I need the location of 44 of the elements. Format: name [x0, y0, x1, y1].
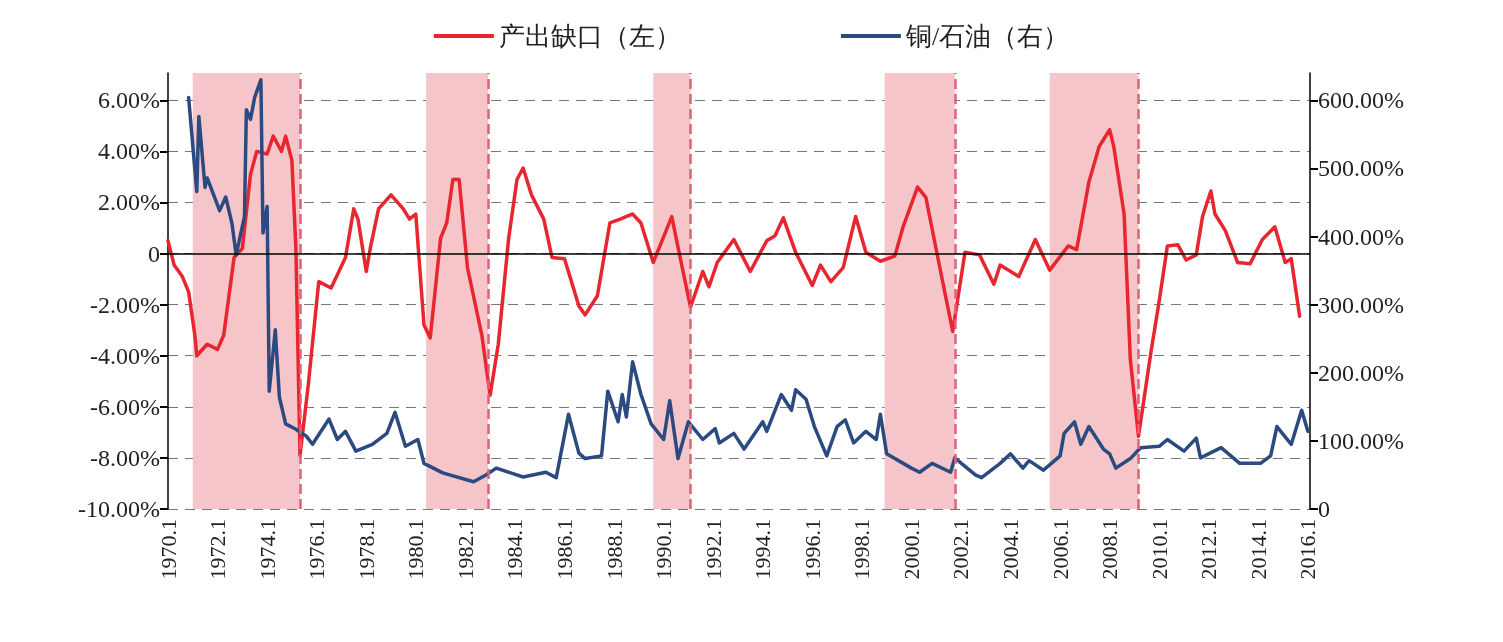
x-tick-label: 2006.1 — [1047, 519, 1073, 580]
x-tick-label: 2012.1 — [1196, 519, 1222, 580]
x-tick-label: 2010.1 — [1146, 519, 1172, 580]
y2-tick-label: 300.00% — [1318, 291, 1404, 318]
x-tick-label: 2016.1 — [1295, 519, 1321, 580]
y-tick-label: 4.00% — [98, 138, 160, 165]
x-tick-label: 1990.1 — [651, 519, 677, 580]
x-tick-label: 1984.1 — [502, 519, 528, 580]
y-tick-label: -10.00% — [78, 496, 161, 522]
x-tick-label: 2002.1 — [948, 519, 974, 580]
x-tick-label: 2014.1 — [1245, 519, 1271, 580]
y2-tick-label: 400.00% — [1318, 223, 1404, 250]
x-tick-label: 1988.1 — [601, 519, 627, 580]
line-series — [186, 78, 1310, 484]
y-tick-label: -4.00% — [90, 342, 161, 369]
y2-tick-label: 500.00% — [1318, 155, 1404, 182]
x-tick-label: 1996.1 — [799, 519, 825, 580]
y2-tick-label: 100.00% — [1318, 427, 1404, 454]
y2-tick-label: 200.00% — [1318, 359, 1404, 386]
y-tick-label: -8.00% — [90, 444, 161, 471]
x-tick-label: 1982.1 — [452, 519, 478, 580]
x-tick-label: 1992.1 — [700, 519, 726, 580]
legend-label: 产出缺口（左） — [498, 21, 681, 51]
y2-tick-label: 0 — [1318, 496, 1330, 522]
x-tick-label: 1970.1 — [155, 519, 181, 580]
x-tick-label: 1972.1 — [205, 519, 231, 580]
x-tick-label: 1978.1 — [353, 519, 379, 580]
y-tick-label: 2.00% — [98, 189, 160, 216]
x-tick-label: 2008.1 — [1097, 519, 1123, 580]
y-tick-label: 0 — [148, 240, 160, 267]
x-tick-label: 2004.1 — [998, 519, 1024, 580]
y-tick-label: -2.00% — [90, 291, 161, 318]
legend-label: 铜/石油（右） — [904, 21, 1070, 51]
x-tick-label: 1976.1 — [304, 519, 330, 580]
x-tick-label: 1994.1 — [750, 519, 776, 580]
y-tick-label: 6.00% — [98, 87, 160, 114]
x-tick-label: 2000.1 — [898, 519, 924, 580]
x-tick-label: 1986.1 — [552, 519, 577, 580]
y-tick-label: -6.00% — [90, 393, 161, 420]
x-tick-label: 1998.1 — [849, 519, 875, 580]
line-series — [166, 127, 1302, 458]
y2-tick-label: 600.00% — [1318, 87, 1404, 114]
x-tick-label: 1980.1 — [403, 519, 429, 580]
x-tick-label: 1974.1 — [254, 519, 280, 580]
